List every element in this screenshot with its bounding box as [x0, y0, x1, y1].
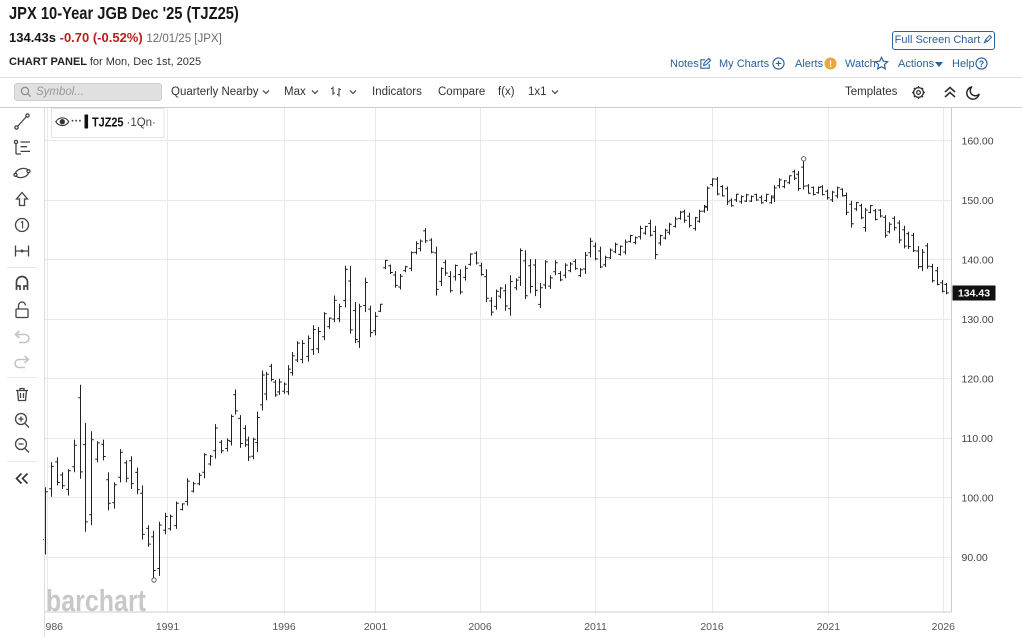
svg-text:130.00: 130.00 [962, 314, 994, 326]
svg-text:!: ! [829, 59, 832, 69]
svg-text:2006: 2006 [468, 621, 492, 633]
svg-text:134.43: 134.43 [958, 288, 990, 300]
svg-text:TJZ25: TJZ25 [92, 116, 124, 130]
svg-text:110.00: 110.00 [962, 433, 993, 445]
svg-text:140.00: 140.00 [962, 254, 994, 266]
svg-text:90.00: 90.00 [962, 552, 988, 564]
svg-text:1996: 1996 [272, 621, 296, 633]
svg-text:1991: 1991 [156, 621, 180, 633]
svg-text:160.00: 160.00 [962, 135, 994, 147]
svg-text:120.00: 120.00 [962, 374, 994, 386]
svg-text:100.00: 100.00 [962, 493, 994, 505]
svg-text:·1Qn·: ·1Qn· [127, 117, 156, 129]
svg-text:2011: 2011 [584, 621, 607, 633]
svg-text:2001: 2001 [364, 621, 388, 633]
svg-text:986: 986 [46, 621, 64, 633]
svg-text:2016: 2016 [700, 621, 724, 633]
svg-text:2021: 2021 [817, 621, 841, 633]
svg-text:?: ? [979, 59, 984, 69]
svg-text:···: ··· [71, 116, 82, 128]
svg-text:2026: 2026 [932, 621, 956, 633]
svg-text:150.00: 150.00 [962, 195, 994, 207]
svg-text:barchart: barchart [46, 583, 146, 618]
